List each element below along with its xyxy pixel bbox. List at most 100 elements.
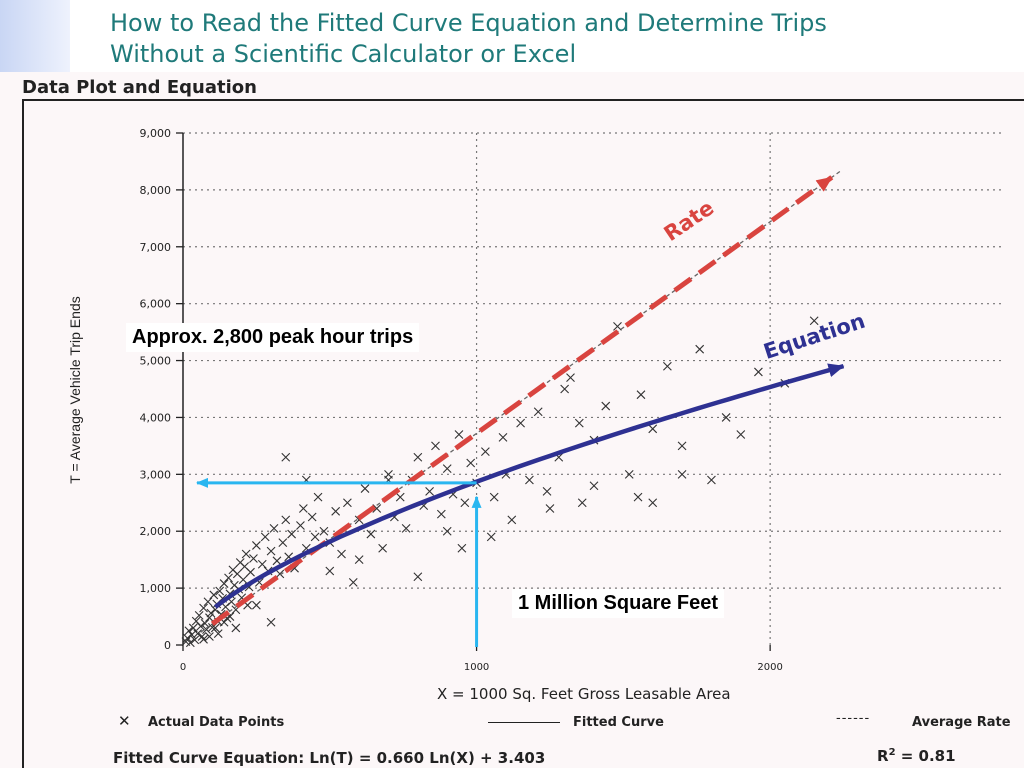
data-point-79 [395,492,405,502]
data-point-116 [754,367,763,377]
data-point-64 [310,532,320,542]
r-squared-label: R [877,747,889,765]
data-point-132 [442,526,452,536]
y-tick-label-5: 5,000 [140,355,172,368]
data-point-10 [196,621,206,631]
data-point-73 [360,484,370,493]
data-point-86 [436,509,446,519]
data-point-2 [184,626,194,636]
data-point-49 [260,532,270,542]
r-squared-value: = 0.81 [895,747,956,765]
data-point-106 [613,322,622,331]
data-point-15 [203,597,213,607]
data-point-6 [190,635,200,645]
data-point-51 [266,546,276,556]
data-point-114 [721,413,731,422]
data-point-23 [215,586,225,596]
y-tick-label-9: 9,000 [140,127,172,140]
equation-arrow [213,363,845,609]
data-point-29 [224,573,233,583]
data-point-82 [413,452,423,462]
data-point-97 [516,418,525,428]
data-point-68 [331,506,341,516]
data-point-105 [601,401,611,411]
data-point-136 [266,617,276,627]
data-point-124 [281,452,291,462]
data-point-52 [269,523,279,533]
data-point-96 [507,515,517,525]
data-point-134 [486,532,496,542]
data-point-103 [577,498,587,508]
data-point-46 [252,541,261,550]
data-point-93 [480,447,490,456]
data-point-94 [489,492,499,502]
data-point-69 [337,549,346,559]
data-point-142 [199,634,208,644]
x-axis-title: X = 1000 Sq. Feet Gross Leasable Area [437,685,731,703]
data-point-19 [209,590,219,600]
slide-title-line-1: How to Read the Fitted Curve Equation an… [110,9,827,37]
r-squared-superscript: 2 [888,747,896,758]
y-tick-label-0: 0 [164,639,171,652]
data-point-110 [663,361,672,371]
data-point-119 [560,384,570,394]
data-point-85 [431,441,440,451]
data-point-129 [633,492,643,502]
legend-fitted-label: Fitted Curve [573,715,664,730]
data-point-131 [413,572,423,582]
data-point-9 [194,611,204,620]
frame-top-rule [22,99,1024,101]
data-point-48 [257,559,267,569]
data-point-45 [249,554,258,563]
data-point-138 [231,623,241,633]
data-point-63 [307,512,317,522]
y-tick-label-3: 3,000 [140,468,172,481]
data-point-122 [648,498,658,508]
fitted-curve-equation: Fitted Curve Equation: Ln(T) = 0.660 Ln(… [113,749,546,767]
data-point-113 [707,475,716,485]
data-point-91 [466,458,476,468]
legend-points-label: Actual Data Points [148,715,285,730]
y-tick-label-1: 1,000 [140,582,172,595]
data-point-58 [287,529,297,539]
data-point-3 [185,638,195,648]
data-point-87 [442,464,452,474]
x-tick-label-1: 1000 [464,662,489,673]
data-point-100 [542,487,552,496]
r-squared: R2 = 0.81 [877,747,956,765]
panel-heading: Data Plot and Equation [22,77,257,98]
data-point-108 [636,390,646,400]
data-point-107 [624,469,634,479]
y-tick-label-6: 6,000 [140,298,172,311]
legend-average-swatch: ------ [836,711,871,726]
data-point-125 [354,555,364,565]
title-stripe [0,0,70,75]
data-point-5 [188,623,198,633]
data-point-98 [525,475,534,485]
data-point-75 [372,504,382,513]
data-point-121 [589,481,599,491]
data-point-39 [238,575,248,584]
sqft-callout: 1 Million Square Feet [512,589,725,618]
data-point-133 [457,543,467,553]
data-point-95 [498,432,508,442]
y-axis-title: T = Average Vehicle Trip Ends [67,296,83,484]
data-point-11 [197,632,207,641]
data-point-118 [809,316,819,326]
data-point-70 [343,498,352,508]
data-point-56 [281,515,291,525]
scanned-figure-panel [0,72,1024,768]
data-point-112 [695,344,705,354]
y-tick-label-8: 8,000 [140,184,172,197]
data-point-61 [298,504,308,513]
x-tick-label-2: 2000 [757,662,782,673]
legend-average-label: Average Rate [912,715,1011,730]
data-point-60 [296,521,305,530]
y-tick-label-2: 2,000 [140,525,172,538]
frame-left-rule [22,99,24,768]
data-point-128 [677,469,687,479]
data-point-26 [219,579,229,588]
data-point-66 [319,526,329,536]
legend-points-marker: ✕ [118,712,131,730]
data-point-76 [378,543,388,553]
